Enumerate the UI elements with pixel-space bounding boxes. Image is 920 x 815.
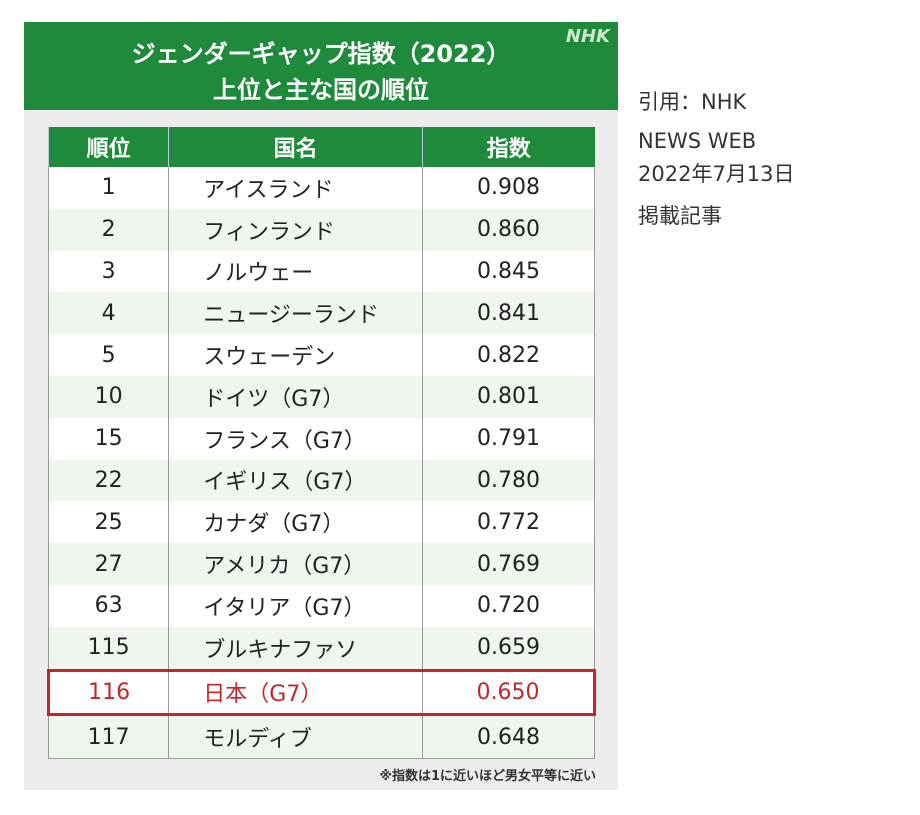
table-cell: 0.780: [421, 459, 596, 502]
table-cell: ブルキナファソ: [168, 626, 423, 671]
table-cell: 2: [47, 208, 170, 251]
table-cell: 4: [47, 292, 170, 335]
table-cell: 0.659: [421, 626, 596, 671]
table-cell: 10: [47, 375, 170, 418]
table-cell: 22: [47, 459, 170, 502]
table-cell: 0.772: [421, 501, 596, 544]
header: ジェンダーギャップ指数（2022） 上位と主な国の順位 NHK: [24, 22, 618, 110]
table-row: 115 ブルキナファソ 0.659: [47, 626, 596, 671]
subtitle: 上位と主な国の順位: [213, 76, 429, 104]
table-cell: イギリス（G7）: [168, 459, 423, 502]
source-text: 掲載記事: [638, 204, 722, 228]
table-cell: スウェーデン: [168, 334, 423, 376]
table-cell: フィンランド: [168, 208, 423, 251]
table-row: 25 カナダ（G7） 0.772: [47, 501, 596, 544]
table-cell: 0.845: [421, 250, 596, 293]
table-row: 116 日本（G7） 0.650: [46, 668, 597, 717]
ranking-table: 順位 国名 指数 1 アイスランド 0.908 2 フィンランド 0.860 3 ノルウェー 0.8…: [46, 127, 597, 760]
table-cell: 1: [47, 167, 170, 209]
table-row: 10 ドイツ（G7） 0.801: [47, 375, 596, 418]
table-cell: 0.822: [421, 334, 596, 376]
table-row: 22 イギリス（G7） 0.780: [47, 459, 596, 502]
table-cell: モルディブ: [168, 714, 423, 760]
header-row: 順位 国名 指数: [47, 127, 595, 167]
table-cell: 0.791: [421, 417, 596, 460]
table-row: 1 アイスランド 0.908: [47, 167, 596, 209]
source-text: NEWS WEB: [638, 129, 757, 153]
table-cell: 0.860: [421, 208, 596, 251]
table-cell: 0.841: [421, 292, 596, 335]
table-cell: 63: [47, 584, 170, 627]
table-cell: 5: [47, 334, 170, 376]
table-row: 5 スウェーデン 0.822: [47, 334, 596, 376]
table-row: 27 アメリカ（G7） 0.769: [47, 543, 596, 585]
table-cell: 0.650: [421, 668, 597, 717]
table-cell: 0.801: [421, 375, 596, 418]
infographic: ジェンダーギャップ指数（2022） 上位と主な国の順位 NHK 順位 国名 指数 1…: [24, 22, 618, 790]
table-cell: ドイツ（G7）: [168, 375, 423, 418]
logo: NHK: [565, 26, 610, 47]
table-row: 2 フィンランド 0.860: [47, 208, 596, 251]
table-cell: 115: [47, 626, 170, 671]
column-header: 順位: [47, 127, 169, 167]
footnote: ※指数は1に近いほど男女平等に近い: [379, 769, 596, 784]
table-cell: イタリア（G7）: [168, 584, 423, 627]
table-cell: 15: [47, 417, 170, 460]
table-cell: フランス（G7）: [168, 417, 423, 460]
table-cell: 27: [47, 543, 170, 585]
table-cell: 0.648: [421, 714, 596, 760]
source-text: 引用：NHK: [638, 90, 747, 114]
source-text: 2022年7月13日: [638, 162, 795, 186]
table-row: 15 フランス（G7） 0.791: [47, 417, 596, 460]
table-row: 117 モルディブ 0.648: [47, 714, 596, 760]
column-header: 国名: [168, 127, 423, 167]
table-cell: アメリカ（G7）: [168, 543, 423, 585]
table-row: 3 ノルウェー 0.845: [47, 250, 596, 293]
table-cell: ニュージーランド: [168, 292, 423, 335]
table-row: 4 ニュージーランド 0.841: [47, 292, 596, 335]
table-body: 1 アイスランド 0.908 2 フィンランド 0.860 3 ノルウェー 0.845 4 ニュージ…: [46, 167, 597, 760]
column-header: 指数: [421, 127, 595, 167]
table-cell: 日本（G7）: [168, 668, 423, 717]
table-row: 63 イタリア（G7） 0.720: [47, 584, 596, 627]
table-cell: 0.769: [421, 543, 596, 585]
table-cell: 117: [47, 714, 170, 760]
table-cell: 3: [47, 250, 170, 293]
title: ジェンダーギャップ指数（2022）: [131, 40, 511, 68]
table-cell: カナダ（G7）: [168, 501, 423, 544]
table-cell: アイスランド: [168, 167, 423, 209]
table-cell: 25: [47, 501, 170, 544]
table-cell: 0.720: [421, 584, 596, 627]
table-cell: ノルウェー: [168, 250, 423, 293]
table-cell: 116: [46, 668, 170, 717]
table-cell: 0.908: [421, 167, 596, 209]
